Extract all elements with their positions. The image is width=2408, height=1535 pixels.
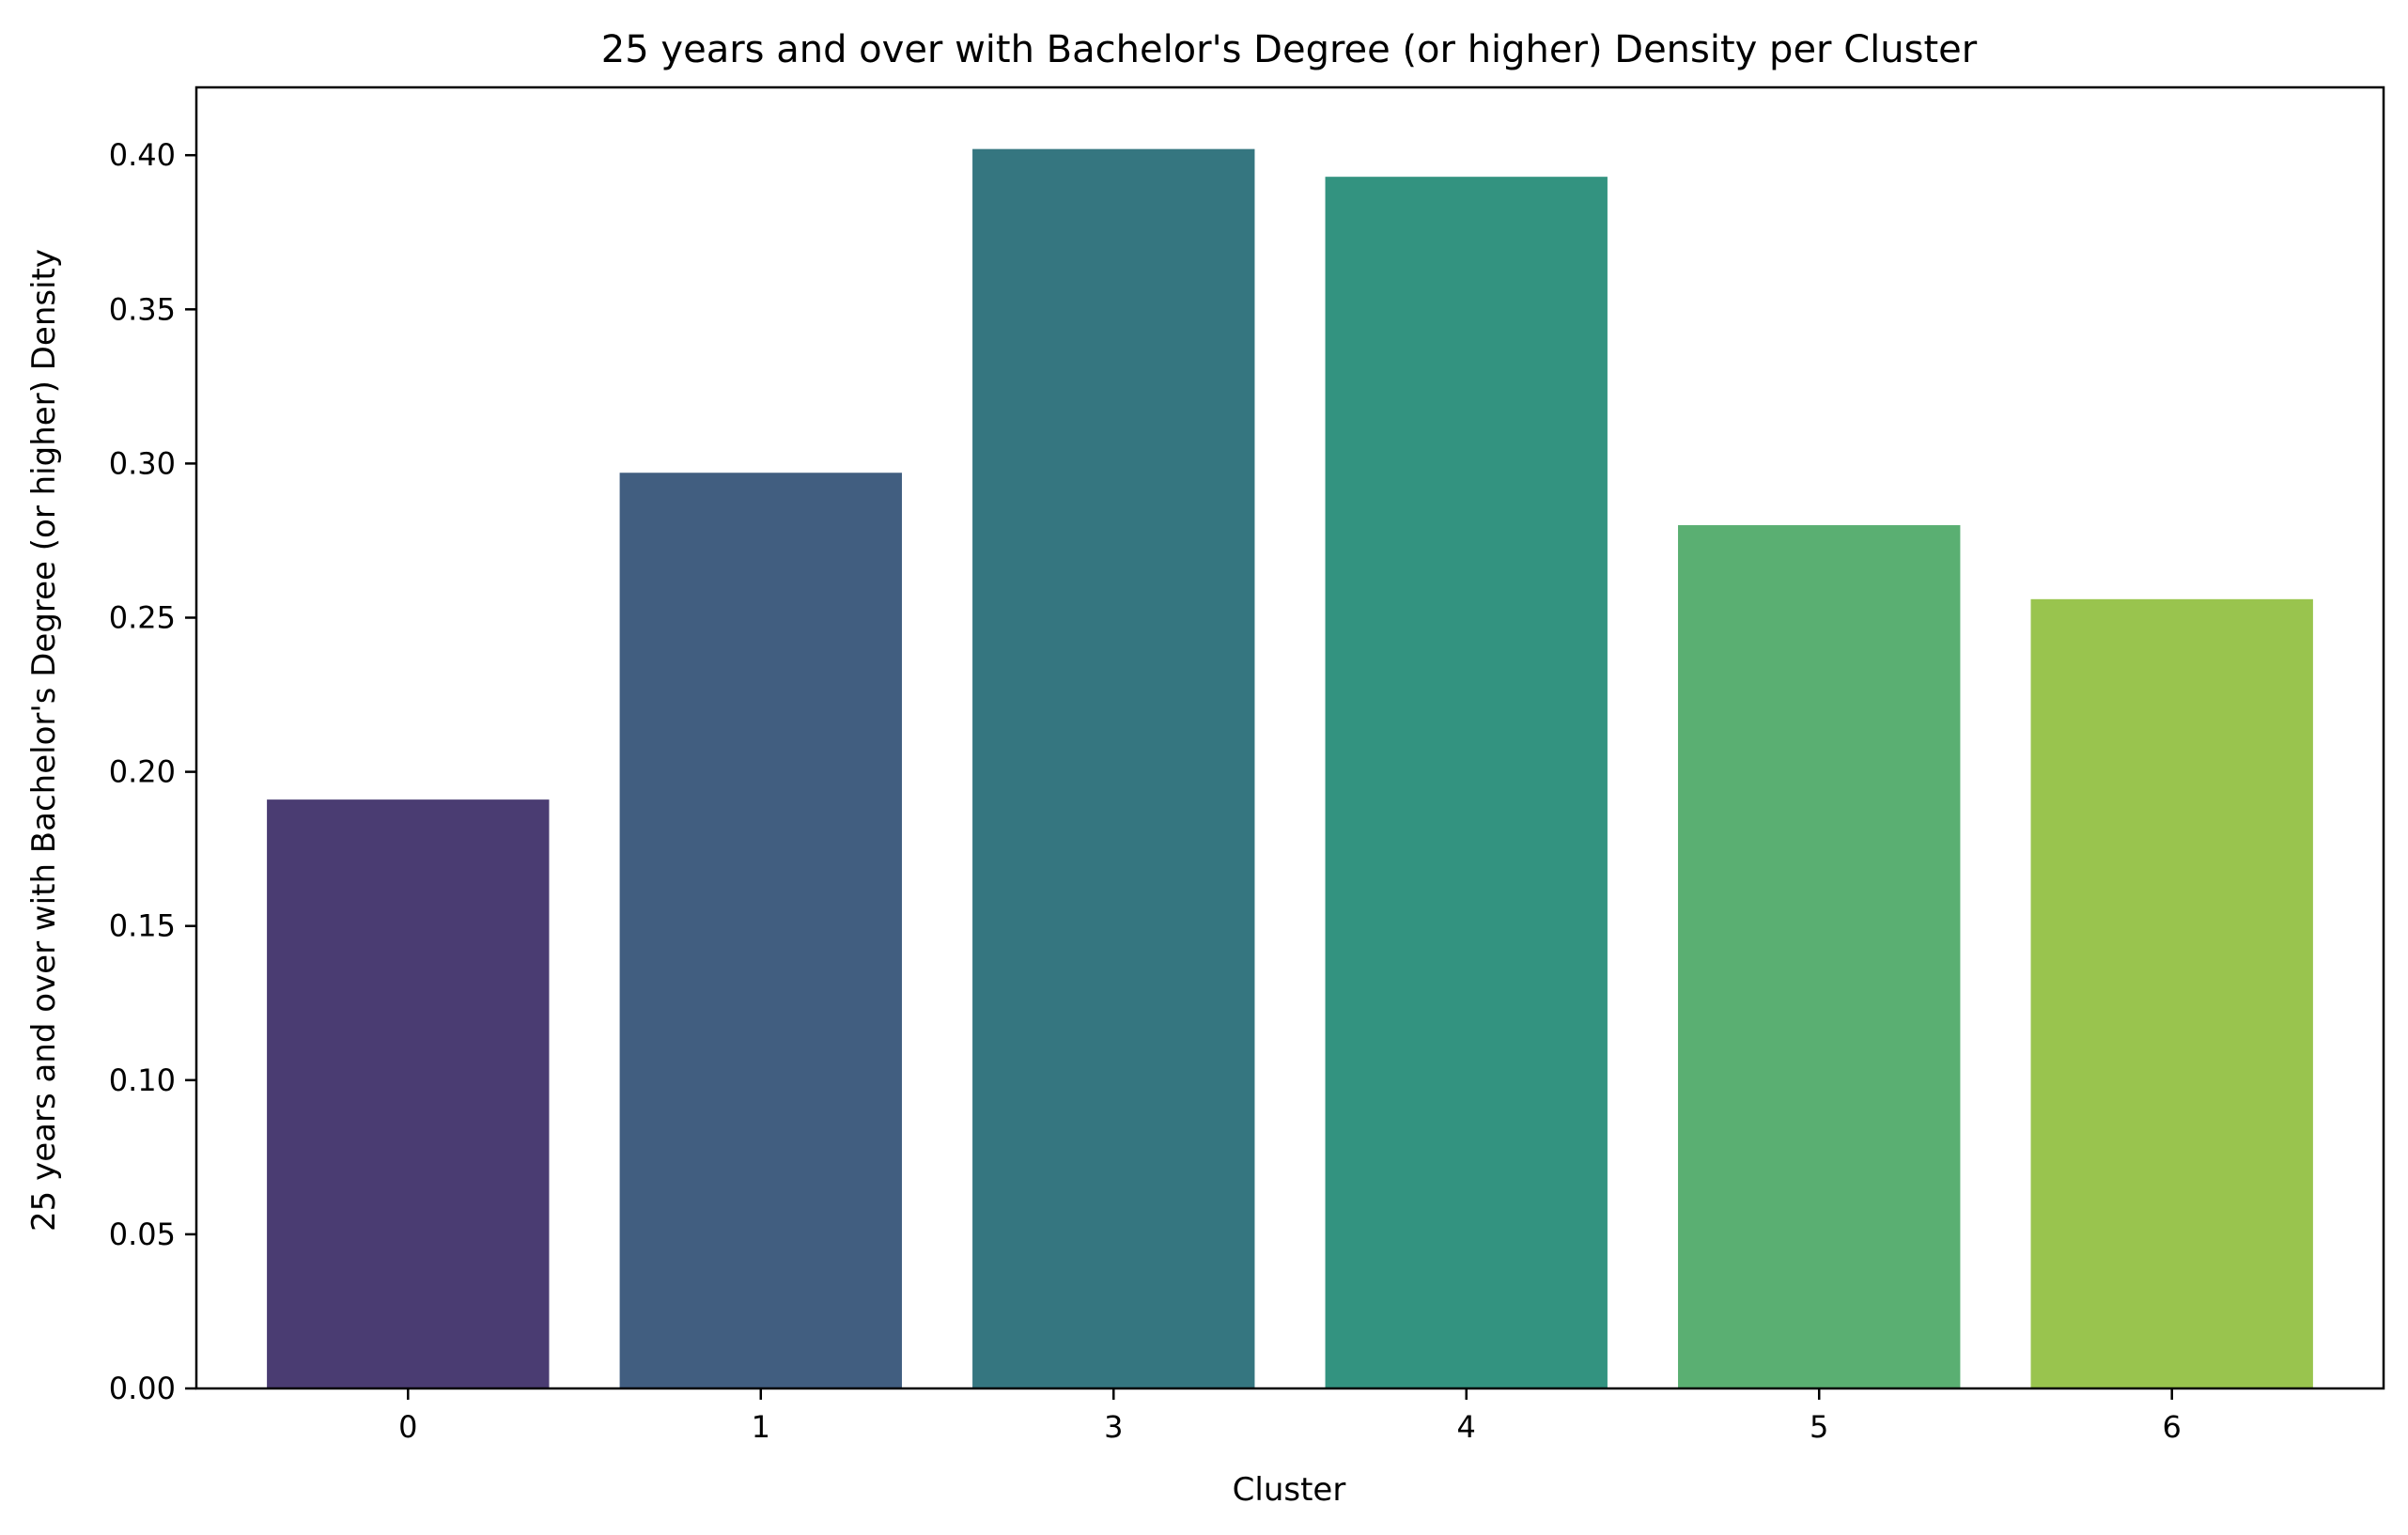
plot-frame <box>194 85 2385 1390</box>
bar-cluster-0 <box>267 799 550 1388</box>
bar-cluster-1 <box>619 473 902 1389</box>
x-tick-label: 0 <box>398 1409 417 1445</box>
bar-cluster-4 <box>1325 177 1608 1388</box>
y-tick-label: 0.10 <box>109 1062 176 1098</box>
x-tick-label: 1 <box>752 1409 770 1445</box>
chart-title: 25 years and over with Bachelor's Degree… <box>601 28 1978 71</box>
y-axis-label: 25 years and over with Bachelor's Degree… <box>25 249 63 1232</box>
bars-group <box>267 148 2313 1389</box>
y-tick-label: 0.05 <box>109 1217 176 1252</box>
x-tick-label: 5 <box>1810 1409 1828 1445</box>
bar-cluster-5 <box>1678 525 1961 1388</box>
bar-cluster-6 <box>2030 598 2313 1388</box>
x-tick-label: 3 <box>1104 1409 1123 1445</box>
y-tick-label: 0.35 <box>109 291 176 327</box>
x-axis-ticks: 0 1 3 4 5 6 <box>398 1388 2182 1445</box>
y-tick-label: 0.00 <box>109 1371 176 1406</box>
y-tick-label: 0.15 <box>109 908 176 944</box>
x-axis-label: Cluster <box>1233 1471 1346 1509</box>
x-tick-label: 6 <box>2163 1409 2182 1445</box>
y-tick-label: 0.40 <box>109 137 176 173</box>
x-tick-label: 4 <box>1457 1409 1476 1445</box>
y-tick-label: 0.25 <box>109 600 176 636</box>
y-tick-label: 0.20 <box>109 754 176 790</box>
y-tick-label: 0.30 <box>109 445 176 481</box>
bar-cluster-3 <box>972 148 1255 1389</box>
y-axis-ticks: 0.00 0.05 0.10 0.15 0.20 0.25 0.30 0.35 0.40 <box>109 137 196 1406</box>
